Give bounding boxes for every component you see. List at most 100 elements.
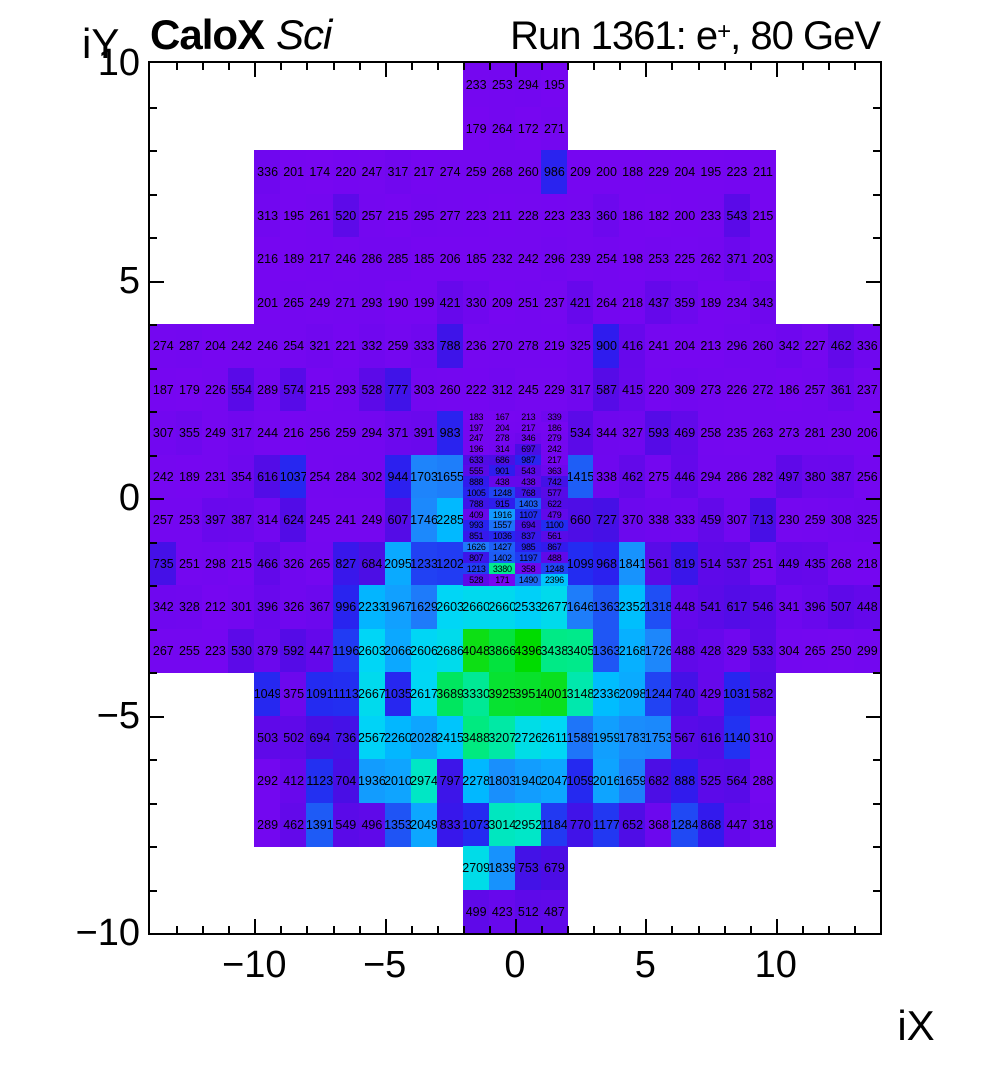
- heatmap-cell: 363: [541, 465, 568, 477]
- heatmap-cell: 310: [749, 715, 777, 760]
- heatmap-cell: 219: [541, 324, 568, 369]
- heatmap-cell: 218: [853, 541, 881, 586]
- heatmap-cell: 256: [306, 411, 334, 456]
- heatmap-cell: 541: [697, 585, 725, 630]
- heatmap-cell: 206: [436, 237, 464, 282]
- heatmap-cell: 2533: [514, 585, 542, 630]
- axis-tick: [873, 628, 880, 631]
- heatmap-cell: 537: [723, 541, 751, 586]
- heatmap-cell: 986: [541, 150, 568, 195]
- heatmap-cell: 270: [488, 324, 516, 369]
- heatmap-cell: 257: [358, 193, 386, 238]
- heatmap-cell: 195: [697, 150, 725, 195]
- axis-tick: [176, 63, 179, 70]
- y-tick-label: −10: [75, 912, 140, 954]
- heatmap-cell: 2667: [358, 672, 386, 717]
- axis-tick: [749, 63, 752, 70]
- axis-tick: [150, 498, 164, 500]
- axis-tick: [150, 802, 157, 805]
- heatmap-cell: 499: [462, 889, 490, 934]
- heatmap-cell: 867: [541, 541, 568, 553]
- axis-tick: [150, 715, 164, 718]
- heatmap-cell: 179: [462, 106, 490, 151]
- heatmap-cell: 204: [202, 324, 229, 369]
- axis-tick: [866, 280, 880, 283]
- heatmap-cell: 249: [202, 411, 229, 456]
- heatmap-cell: 1233: [410, 541, 438, 586]
- heatmap-cell: 554: [228, 367, 255, 412]
- heatmap-cell: 245: [306, 498, 334, 543]
- heatmap-cell: 230: [827, 411, 855, 456]
- heatmap-cell: 682: [645, 759, 672, 804]
- heatmap-cell: 577: [541, 487, 568, 499]
- heatmap-cell: 438: [515, 476, 542, 488]
- heatmap-cell: 435: [801, 541, 829, 586]
- heatmap-cell: 2603: [358, 628, 386, 673]
- axis-tick: [593, 63, 596, 70]
- heatmap-cell: 343: [749, 280, 777, 325]
- heatmap-cell: 543: [723, 193, 751, 238]
- heatmap-cell: 375: [280, 672, 307, 717]
- axis-tick: [384, 919, 387, 933]
- heatmap-cell: 226: [723, 367, 751, 412]
- heatmap-cell: 1353: [384, 802, 412, 847]
- heatmap-cell: 253: [645, 237, 672, 282]
- heatmap-cell: 317: [384, 150, 412, 195]
- heatmap-cell: 2396: [541, 574, 568, 586]
- heatmap-cell: 229: [645, 150, 672, 195]
- run-title: Run 1361: e+, 80 GeV: [510, 14, 881, 58]
- heatmap-cell: 396: [801, 585, 829, 630]
- heatmap-cell: 195: [280, 193, 307, 238]
- heatmap-cell: 360: [593, 193, 620, 238]
- axis-tick: [150, 846, 157, 848]
- axis-tick: [176, 926, 179, 933]
- axis-tick: [866, 498, 880, 500]
- heatmap-cell: 273: [775, 411, 803, 456]
- heatmap-cell: 326: [280, 541, 307, 586]
- heatmap-cell: 713: [749, 498, 777, 543]
- heatmap-cell: 564: [723, 759, 751, 804]
- heatmap-cell: 2066: [384, 628, 412, 673]
- page-title: CaloX Sci: [150, 11, 332, 58]
- heatmap-cell: 188: [619, 150, 646, 195]
- heatmap-cell: 203: [749, 237, 777, 282]
- heatmap-cell: 294: [697, 454, 725, 499]
- heatmap-cell: 264: [593, 280, 620, 325]
- heatmap-cell: 288: [749, 759, 777, 804]
- heatmap-cell: 448: [853, 585, 881, 630]
- heatmap-cell: 307: [723, 498, 751, 543]
- heatmap-cell: 257: [801, 367, 829, 412]
- heatmap-cell: 616: [254, 454, 281, 499]
- heatmap-cell: 1783: [619, 715, 647, 760]
- axis-tick: [671, 63, 674, 70]
- heatmap-cell: 652: [619, 802, 646, 847]
- heatmap-cell: 367: [306, 585, 334, 630]
- axis-tick: [410, 926, 413, 933]
- heatmap-cell: 242: [228, 324, 255, 369]
- heatmap-cell: 2168: [619, 628, 647, 673]
- axis-tick: [723, 926, 726, 933]
- heatmap-cell: 185: [462, 237, 490, 282]
- heatmap-cell: 235: [723, 411, 751, 456]
- heatmap-cell: 2686: [436, 628, 464, 673]
- heatmap-cell: 1113: [332, 672, 360, 717]
- run-title-text: Run 1361: e: [510, 14, 718, 58]
- heatmap-cell: 503: [254, 715, 281, 760]
- axis-tick: [827, 926, 830, 933]
- heatmap-cell: 206: [853, 411, 881, 456]
- heatmap-cell: 249: [358, 498, 386, 543]
- heatmap-cell: 2260: [384, 715, 412, 760]
- heatmap-cell: 1049: [254, 672, 282, 717]
- heatmap-cell: 2049: [410, 802, 438, 847]
- run-title-superscript: +: [717, 18, 731, 45]
- heatmap-cell: 686: [488, 454, 516, 466]
- heatmap-cell: 549: [332, 802, 360, 847]
- heatmap-cell: 462: [827, 324, 855, 369]
- axis-tick: [150, 193, 157, 196]
- heatmap-cell: 1248: [488, 487, 516, 499]
- heatmap-cell: 2726: [514, 715, 542, 760]
- heatmap-cell: 837: [515, 530, 542, 542]
- heatmap-cell: 229: [541, 367, 568, 412]
- heatmap-cell: 1248: [541, 563, 568, 575]
- heatmap-cell: 185: [410, 237, 438, 282]
